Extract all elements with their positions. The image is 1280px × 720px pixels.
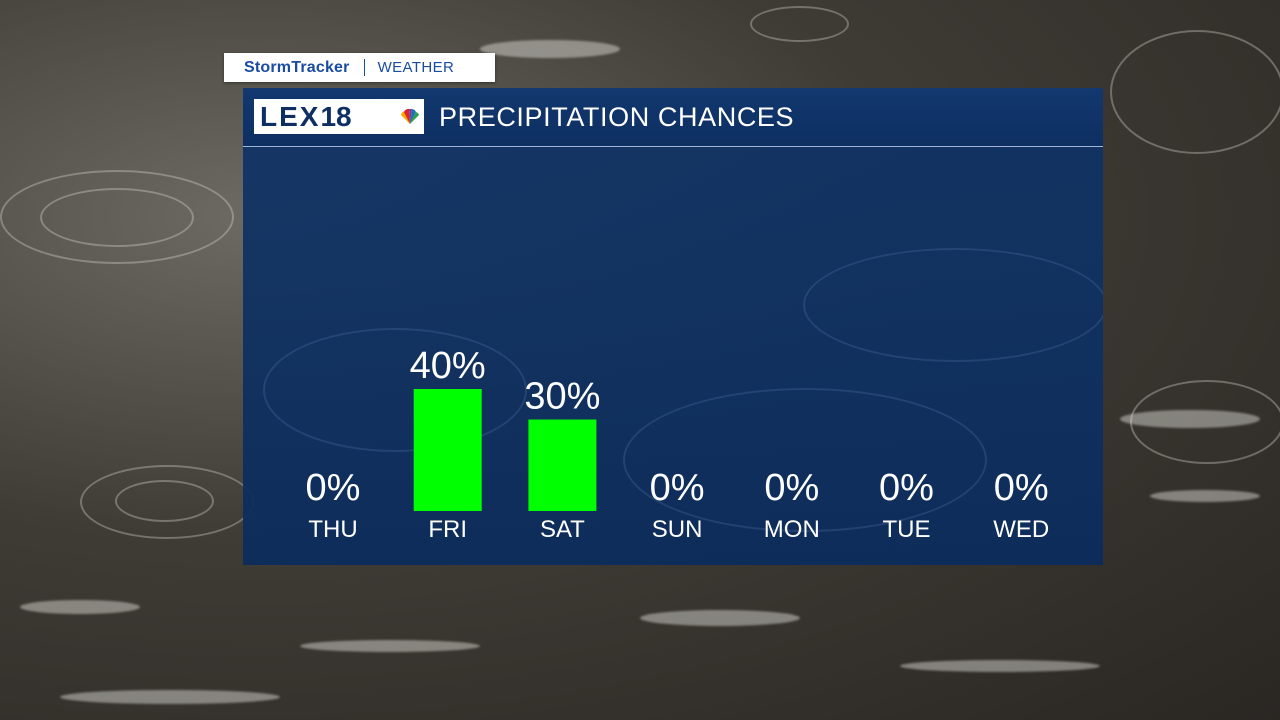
nbc-peacock-icon — [401, 109, 419, 124]
precipitation-panel: LEX18 PRECIPITATION CHANCES 0% THU 40% FRI 3… — [243, 88, 1103, 565]
day-label-wed: WED — [993, 516, 1049, 543]
day-label-thu: THU — [308, 516, 357, 543]
value-label-mon: 0% — [764, 467, 819, 509]
logo-text: LEX18 — [260, 100, 352, 132]
day-label-sat: SAT — [540, 516, 585, 543]
day-label-mon: MON — [764, 516, 820, 543]
value-label-fri: 40% — [410, 345, 486, 387]
value-label-tue: 0% — [879, 467, 934, 509]
lex18-logo: LEX18 — [254, 99, 424, 134]
day-label-sun: SUN — [652, 516, 703, 543]
bar-sat — [528, 419, 597, 511]
page-title: PRECIPITATION CHANCES — [439, 102, 795, 132]
value-label-sun: 0% — [650, 467, 705, 509]
stormtracker-weather-badge: StormTracker WEATHER — [224, 53, 495, 82]
badge-divider — [363, 59, 365, 76]
day-label-tue: TUE — [883, 516, 931, 543]
value-label-thu: 0% — [306, 467, 361, 509]
panel-header: LEX18 PRECIPITATION CHANCES — [243, 88, 1103, 147]
value-label-sat: 30% — [524, 376, 600, 418]
precipitation-bar-chart: 0% THU 40% FRI 30% SAT 0% SUN 0% MON 0% TUE 0% WED — [306, 345, 1050, 543]
day-label-fri: FRI — [428, 516, 467, 543]
badge-brand: StormTracker — [244, 58, 350, 76]
badge-section: WEATHER — [377, 59, 455, 76]
bar-fri — [413, 389, 482, 511]
value-label-wed: 0% — [994, 467, 1049, 509]
